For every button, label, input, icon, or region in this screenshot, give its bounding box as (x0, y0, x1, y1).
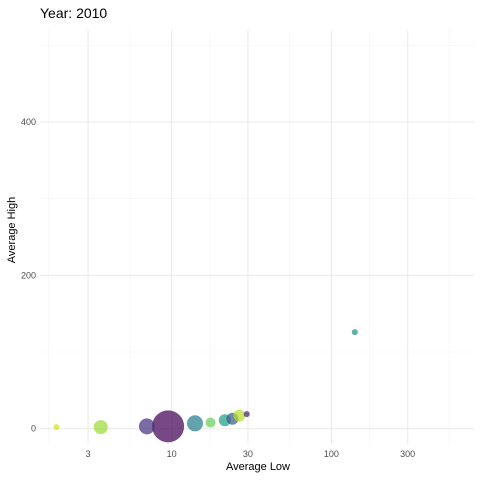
x-axis-label: Average Low (226, 461, 290, 473)
x-tick-label: 10 (167, 449, 177, 459)
data-point (187, 415, 204, 432)
data-point (138, 418, 155, 435)
data-points (53, 329, 358, 443)
x-tick-label: 300 (400, 449, 415, 459)
data-point (205, 417, 216, 428)
grid (40, 30, 474, 444)
y-axis-label: Average High (6, 197, 18, 263)
y-tick-label: 0 (31, 424, 36, 434)
x-tick-label: 100 (324, 449, 339, 459)
data-point (351, 329, 358, 336)
data-point (233, 409, 246, 422)
data-point (243, 411, 250, 418)
data-point (152, 410, 185, 443)
y-tick-label: 200 (21, 270, 36, 280)
data-point (93, 420, 108, 435)
tick-labels: 3 10 30 100 300 0 200 400 (21, 117, 415, 459)
x-tick-label: 3 (86, 449, 91, 459)
data-point (53, 424, 60, 431)
chart-title: Year: 2010 (40, 5, 107, 21)
x-tick-label: 30 (243, 449, 253, 459)
y-tick-label: 400 (21, 117, 36, 127)
